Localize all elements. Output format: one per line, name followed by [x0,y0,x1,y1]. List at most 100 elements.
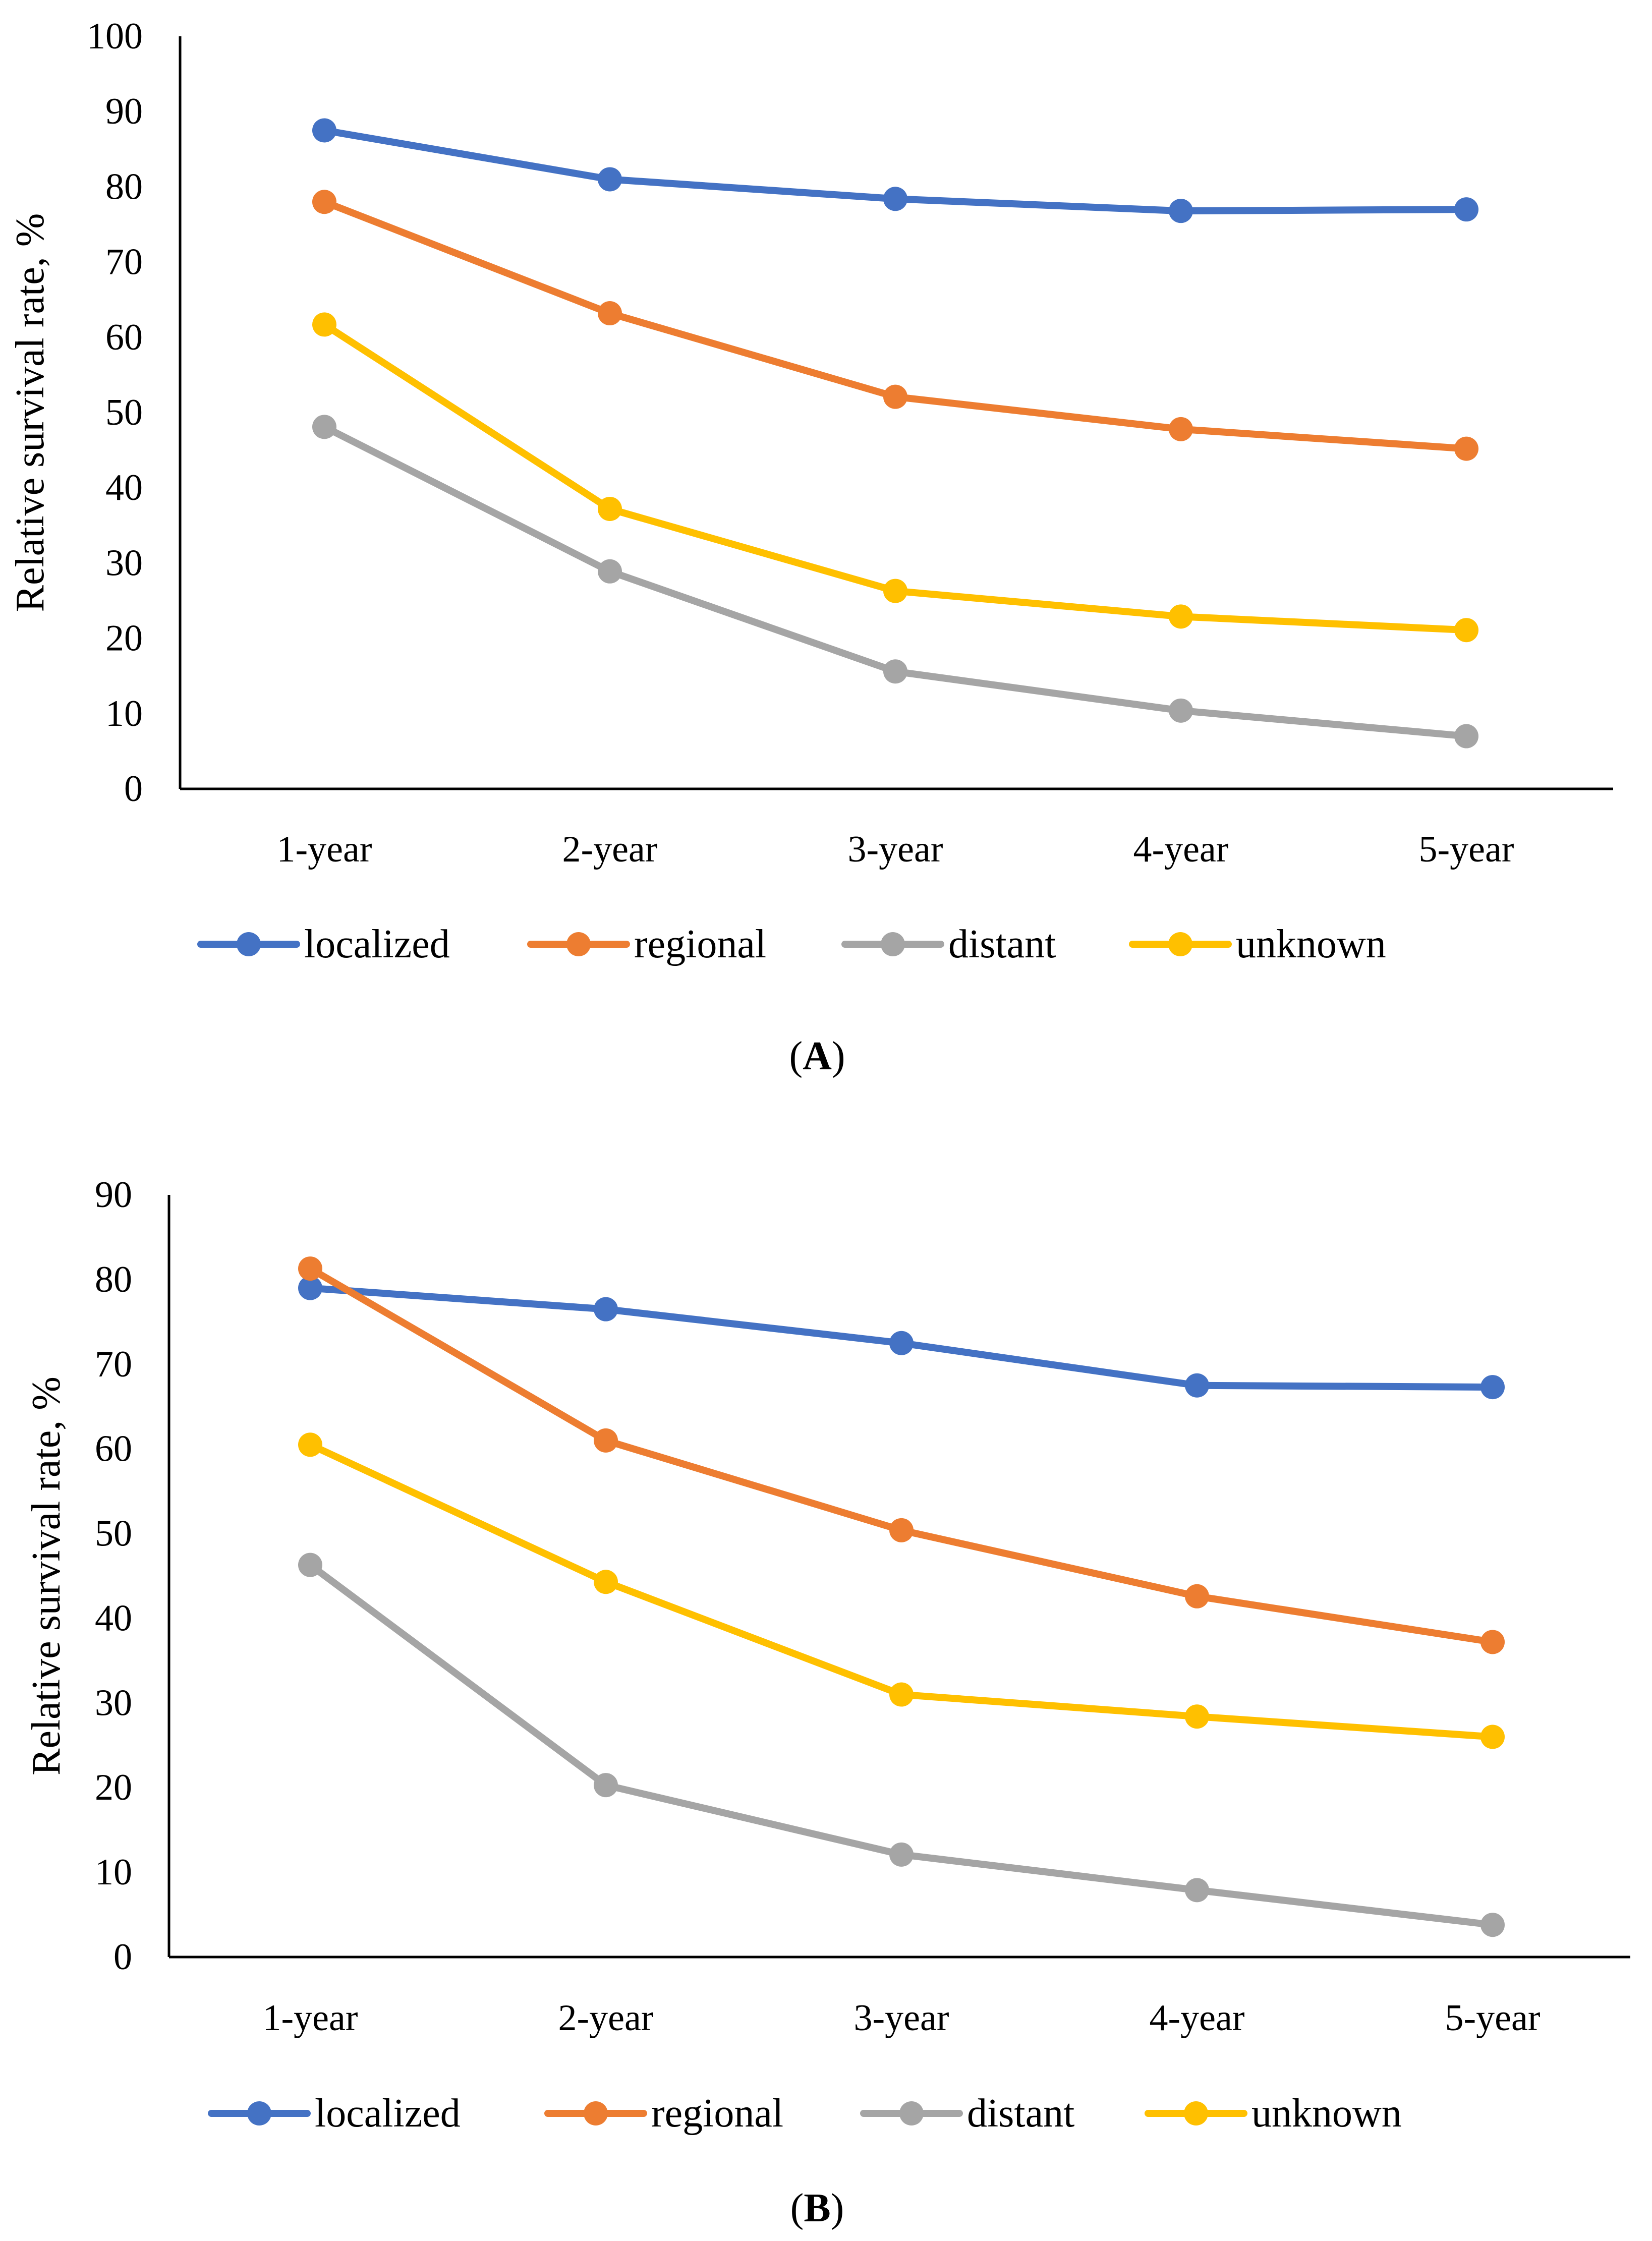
legend-label-unknown: unknown [1236,922,1386,966]
y-tick-label: 40 [95,1597,132,1639]
data-point-regional [312,190,336,214]
data-point-distant [312,415,336,439]
legend-label-regional: regional [634,922,766,966]
y-tick-label: 30 [95,1682,132,1723]
chart-panel-b: 0 10 20 30 40 50 60 70 80 90 1-year 2-year 3-year 4-y… [24,1174,1630,2230]
data-point-localized [1454,197,1478,222]
x-tick-label: 5-year [1445,1997,1541,2039]
legend-marker-unknown [1184,2101,1208,2125]
x-tick-label: 4-year [1150,1997,1245,2039]
x-tick-label: 1-year [263,1997,358,2039]
legend-marker-regional [584,2101,608,2125]
x-tick-label: 2-year [558,1997,654,2039]
y-tick-label: 80 [95,1259,132,1300]
y-tick-label: 70 [105,242,143,283]
legend-label-localized: localized [304,922,450,966]
data-point-regional [598,301,622,326]
y-tick-label: 30 [105,542,143,584]
data-point-unknown [298,1432,322,1457]
data-point-unknown [1454,618,1478,643]
data-point-distant [1480,1913,1505,1937]
panel-label-open-paren: ( [790,2186,804,2230]
legend-marker-localized [247,2101,271,2125]
data-point-distant [594,1773,618,1798]
panel-label: (A) [789,1034,845,1078]
y-tick-label: 10 [105,693,143,734]
chart-panel-a: 0 10 20 30 40 50 60 70 80 90 100 1-year 2-year 3-year… [8,16,1613,1078]
data-point-unknown [889,1682,914,1707]
legend-label-regional: regional [651,2091,783,2136]
data-point-regional [1480,1630,1505,1654]
y-tick-label: 90 [95,1174,132,1216]
data-point-regional [1454,436,1478,461]
y-tick-label: 90 [105,91,143,132]
data-point-localized [883,187,907,211]
data-point-unknown [1480,1725,1505,1749]
data-point-distant [598,559,622,584]
data-point-unknown [1185,1704,1209,1729]
legend-label-distant: distant [948,922,1056,966]
data-point-distant [298,1553,322,1577]
data-point-localized [1185,1373,1209,1398]
x-tick-label: 5-year [1419,829,1514,870]
data-point-regional [1185,1584,1209,1608]
data-point-localized [312,118,336,143]
legend-label-unknown: unknown [1251,2091,1402,2136]
data-point-localized [598,167,622,192]
data-point-distant [1185,1878,1209,1903]
data-point-unknown [598,496,622,521]
y-tick-label: 100 [87,16,143,57]
data-point-regional [298,1256,322,1281]
data-point-distant [883,659,907,684]
data-point-unknown [312,312,336,337]
data-point-distant [1454,724,1478,749]
y-tick-label: 80 [105,166,143,207]
legend-label-localized: localized [315,2091,461,2136]
y-tick-label: 40 [105,467,143,508]
x-tick-label: 3-year [848,829,943,870]
y-axis-title: Relative survival rate, % [24,1376,69,1775]
data-point-localized [1480,1375,1505,1400]
panel-label-close-paren: ) [831,2186,844,2230]
y-tick-label: 50 [95,1513,132,1555]
data-point-distant [1169,698,1193,723]
y-tick-label: 70 [95,1344,132,1385]
data-point-regional [1169,417,1193,441]
legend-label-distant: distant [967,2091,1074,2136]
data-point-regional [594,1428,618,1453]
legend-marker-distant [899,2101,924,2125]
y-tick-label: 20 [105,618,143,659]
x-tick-label: 1-year [277,829,372,870]
data-point-unknown [883,579,907,603]
y-tick-label: 50 [105,392,143,433]
panel-label-letter: A [803,1034,832,1078]
data-point-localized [298,1276,322,1300]
y-tick-label: 20 [95,1767,132,1808]
data-point-unknown [1169,604,1193,629]
data-point-regional [889,1518,914,1542]
y-tick-label: 0 [124,768,143,810]
x-tick-label: 4-year [1133,829,1229,870]
legend-marker-localized [237,932,261,956]
data-point-regional [883,384,907,409]
y-axis-title: Relative survival rate, % [8,213,52,612]
panel-label: (B) [790,2186,844,2230]
panel-label-open-paren: ( [789,1034,803,1078]
panel-label-letter: B [804,2186,830,2230]
data-point-localized [594,1297,618,1321]
y-tick-label: 10 [95,1852,132,1893]
x-tick-label: 2-year [562,829,658,870]
y-tick-label: 0 [113,1936,132,1978]
legend-marker-regional [566,932,591,956]
data-point-distant [889,1842,914,1867]
panel-label-close-paren: ) [832,1034,845,1078]
y-tick-label: 60 [105,317,143,358]
legend-marker-distant [881,932,905,956]
x-tick-label: 3-year [854,1997,949,2039]
data-point-unknown [594,1570,618,1594]
legend-marker-unknown [1168,932,1192,956]
data-point-localized [1169,199,1193,223]
